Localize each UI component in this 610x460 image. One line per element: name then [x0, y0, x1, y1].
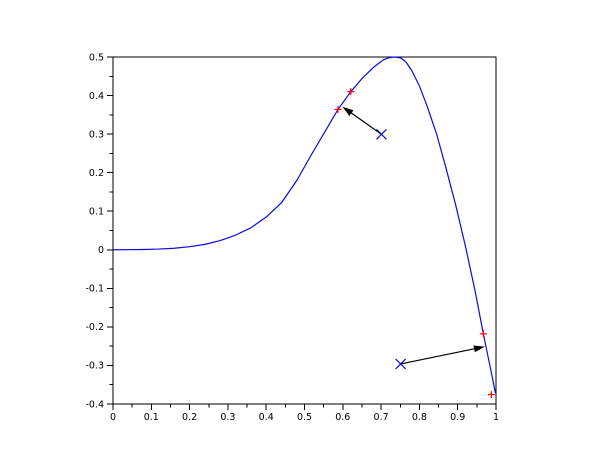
arrow-head — [342, 106, 354, 116]
x-tick-label: 0.4 — [259, 412, 274, 423]
y-axis-tick-labels: -0.4 -0.3 -0.2 -0.1 0 0.1 0.2 0.3 0.4 0.5 — [85, 52, 104, 410]
axis-frame — [112, 56, 497, 405]
x-tick-label: 0.6 — [335, 412, 350, 423]
y-axis-ticks — [107, 56, 113, 405]
y-tick-label: 0.5 — [89, 52, 104, 63]
x-tick-label: 0.2 — [182, 412, 197, 423]
x-tick-label: 0.7 — [374, 412, 389, 423]
x-tick-label: 1 — [493, 412, 499, 423]
x-tick-label: 0 — [110, 412, 116, 423]
arrow-annotations — [342, 106, 485, 365]
x-axis-ticks — [112, 404, 497, 410]
red-plus-marker — [479, 330, 487, 338]
x-tick-label: 0.5 — [297, 412, 312, 423]
x-axis-tick-labels: 0 0.1 0.2 0.3 0.4 0.5 0.6 0.7 0.8 0.9 1 — [110, 412, 499, 423]
x-tick-label: 0.8 — [412, 412, 427, 423]
arrow-annotation — [400, 345, 485, 365]
red-plus-marker — [487, 391, 495, 399]
y-tick-label: -0.3 — [85, 361, 104, 372]
y-tick-label: -0.1 — [85, 284, 104, 295]
y-tick-label: 0 — [98, 245, 104, 256]
arrow-head — [473, 345, 485, 353]
data-markers — [334, 88, 495, 399]
y-tick-label: 0.1 — [89, 207, 104, 218]
y-tick-label: 0.3 — [89, 129, 104, 140]
arrow-shaft — [400, 347, 477, 365]
y-tick-label: -0.4 — [85, 399, 104, 410]
red-plus-marker — [347, 88, 355, 96]
function-curve-path — [112, 56, 497, 394]
function-curve — [112, 56, 497, 394]
x-tick-label: 0.9 — [450, 412, 465, 423]
x-tick-label: 0.3 — [220, 412, 235, 423]
arrow-annotation — [342, 106, 382, 135]
y-tick-label: 0.4 — [89, 91, 104, 102]
red-plus-marker — [334, 105, 342, 113]
y-tick-label: 0.2 — [89, 168, 104, 179]
y-tick-label: -0.2 — [85, 322, 104, 333]
x-tick-label: 0.1 — [144, 412, 159, 423]
plot-border — [112, 56, 497, 405]
arrow-shaft — [349, 111, 382, 135]
